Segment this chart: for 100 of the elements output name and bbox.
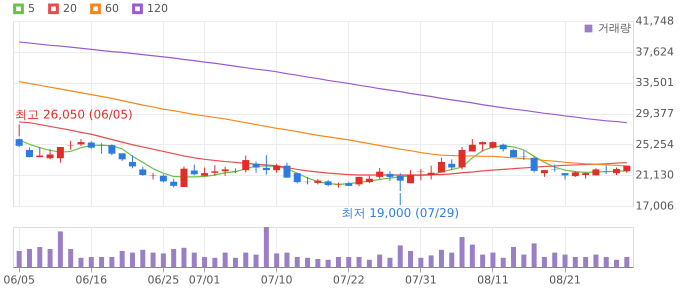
- x-tick-label: 08/21: [549, 274, 581, 286]
- candlestick: [180, 166, 188, 188]
- bar: [68, 249, 74, 267]
- bar: [356, 257, 362, 267]
- legend-label: 60: [105, 2, 119, 15]
- x-tick-label: 06/25: [148, 274, 180, 286]
- candlestick: [479, 140, 486, 152]
- legend-label: 5: [28, 2, 35, 15]
- bar: [284, 252, 290, 267]
- bar: [562, 254, 568, 267]
- bar: [212, 258, 218, 267]
- candlestick: [26, 146, 33, 158]
- bar: [274, 253, 280, 267]
- candlestick: [468, 138, 476, 152]
- y-tick-label: 29,377: [636, 107, 674, 120]
- y-tick-label: 41,748: [636, 14, 674, 28]
- candlestick: [304, 176, 312, 185]
- bar: [449, 252, 454, 267]
- bar: [552, 252, 558, 267]
- bar: [624, 257, 630, 267]
- bar: [460, 237, 465, 267]
- bar: [583, 257, 588, 267]
- candlestick: [294, 172, 301, 184]
- bar: [192, 252, 197, 267]
- candlestick: [67, 140, 74, 150]
- bar: [572, 257, 578, 267]
- bar: [408, 251, 414, 267]
- bar: [614, 260, 620, 267]
- bar: [398, 245, 403, 267]
- candlestick: [551, 164, 558, 172]
- bar: [232, 258, 238, 267]
- y-tick-label: 25,254: [636, 138, 674, 151]
- candlestick: [56, 146, 64, 164]
- bar: [160, 253, 166, 267]
- bar: [202, 257, 208, 267]
- candlestick: [448, 158, 456, 171]
- candlestick: [108, 144, 116, 156]
- bar: [532, 243, 537, 267]
- bar: [377, 254, 382, 267]
- bar: [366, 260, 372, 267]
- bar: [48, 249, 53, 267]
- bar: [305, 258, 310, 267]
- candlestick: [211, 164, 218, 176]
- y-tick-label: 33,501: [636, 76, 674, 90]
- bar: [428, 255, 434, 267]
- annotation: 최고 26,050 (06/05): [15, 107, 133, 122]
- bar: [387, 258, 392, 267]
- bar: [243, 252, 248, 267]
- bar: [120, 251, 125, 267]
- bar: [140, 250, 146, 267]
- bar: [222, 252, 228, 267]
- bar: [511, 247, 516, 267]
- bar: [264, 227, 269, 267]
- candlestick: [242, 155, 250, 173]
- x-tick-label: 08/11: [477, 274, 509, 286]
- candlestick: [128, 154, 136, 169]
- x-tick-label: 07/22: [332, 274, 365, 286]
- bar: [37, 247, 42, 267]
- candlestick: [376, 167, 384, 180]
- bar: [109, 257, 114, 267]
- candlestick: [283, 162, 290, 178]
- bar: [181, 248, 186, 267]
- bar: [500, 258, 506, 267]
- legend-label: 20: [63, 2, 77, 15]
- bar: [490, 252, 496, 267]
- bar: [78, 258, 84, 267]
- bar: [88, 257, 94, 267]
- bar: [542, 257, 547, 267]
- bar: [326, 260, 331, 267]
- candlestick: [36, 146, 44, 158]
- bar: [130, 252, 135, 267]
- bar: [604, 257, 609, 267]
- candlestick: [98, 142, 106, 154]
- bar: [294, 257, 300, 267]
- candlestick: [438, 157, 445, 173]
- bar: [418, 258, 424, 267]
- bar: [480, 254, 486, 267]
- x-tick-label: 07/10: [260, 274, 293, 286]
- annotation: 최저 19,000 (07/29): [341, 206, 460, 220]
- candlestick: [46, 148, 54, 160]
- legend-label: 거래량: [598, 22, 631, 34]
- bar: [336, 257, 341, 267]
- bar: [150, 252, 156, 267]
- candlestick: [417, 168, 424, 181]
- x-tick-label: 06/05: [3, 274, 36, 286]
- candlestick: [190, 164, 198, 176]
- bar: [16, 251, 22, 267]
- bar: [171, 249, 176, 267]
- bar: [58, 231, 63, 267]
- candlestick: [520, 150, 528, 161]
- bar: [99, 257, 104, 267]
- candlestick: [386, 170, 394, 182]
- y-tick-label: 37,624: [636, 45, 674, 58]
- bar: [254, 254, 259, 267]
- bar: [521, 254, 526, 267]
- candlestick: [458, 146, 466, 170]
- y-tick-label: 21,130: [636, 168, 674, 182]
- x-tick-label: 06/16: [75, 274, 108, 286]
- candlestick: [407, 170, 414, 184]
- bar: [470, 244, 475, 267]
